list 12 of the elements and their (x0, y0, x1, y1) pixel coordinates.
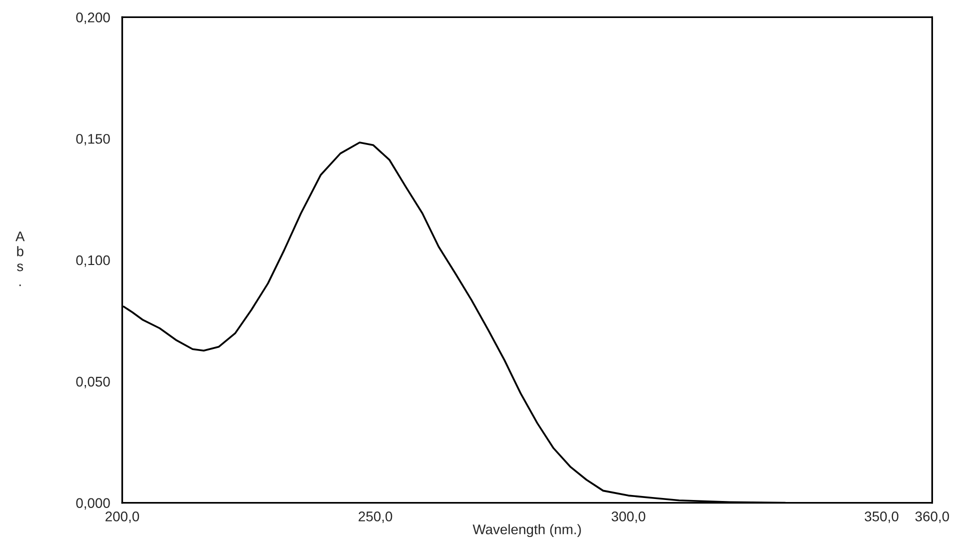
x-axis-title: Wavelength (nm.) (472, 524, 581, 538)
x-tick-label: 200,0 (106, 512, 140, 524)
y-tick-label: 0,050 (76, 376, 110, 388)
x-tick-label: 300,0 (612, 512, 646, 524)
x-tick-label: 360,0 (915, 512, 950, 524)
y-tick-label: 0,100 (76, 255, 110, 267)
y-tick-label: 0,000 (76, 498, 110, 510)
y-tick-label: 0,200 (76, 12, 110, 24)
y-axis-title: Abs. (16, 232, 25, 286)
x-tick-label: 250,0 (358, 512, 392, 524)
x-tick-label: 350,0 (864, 512, 898, 524)
y-tick-label: 0,150 (76, 134, 110, 146)
